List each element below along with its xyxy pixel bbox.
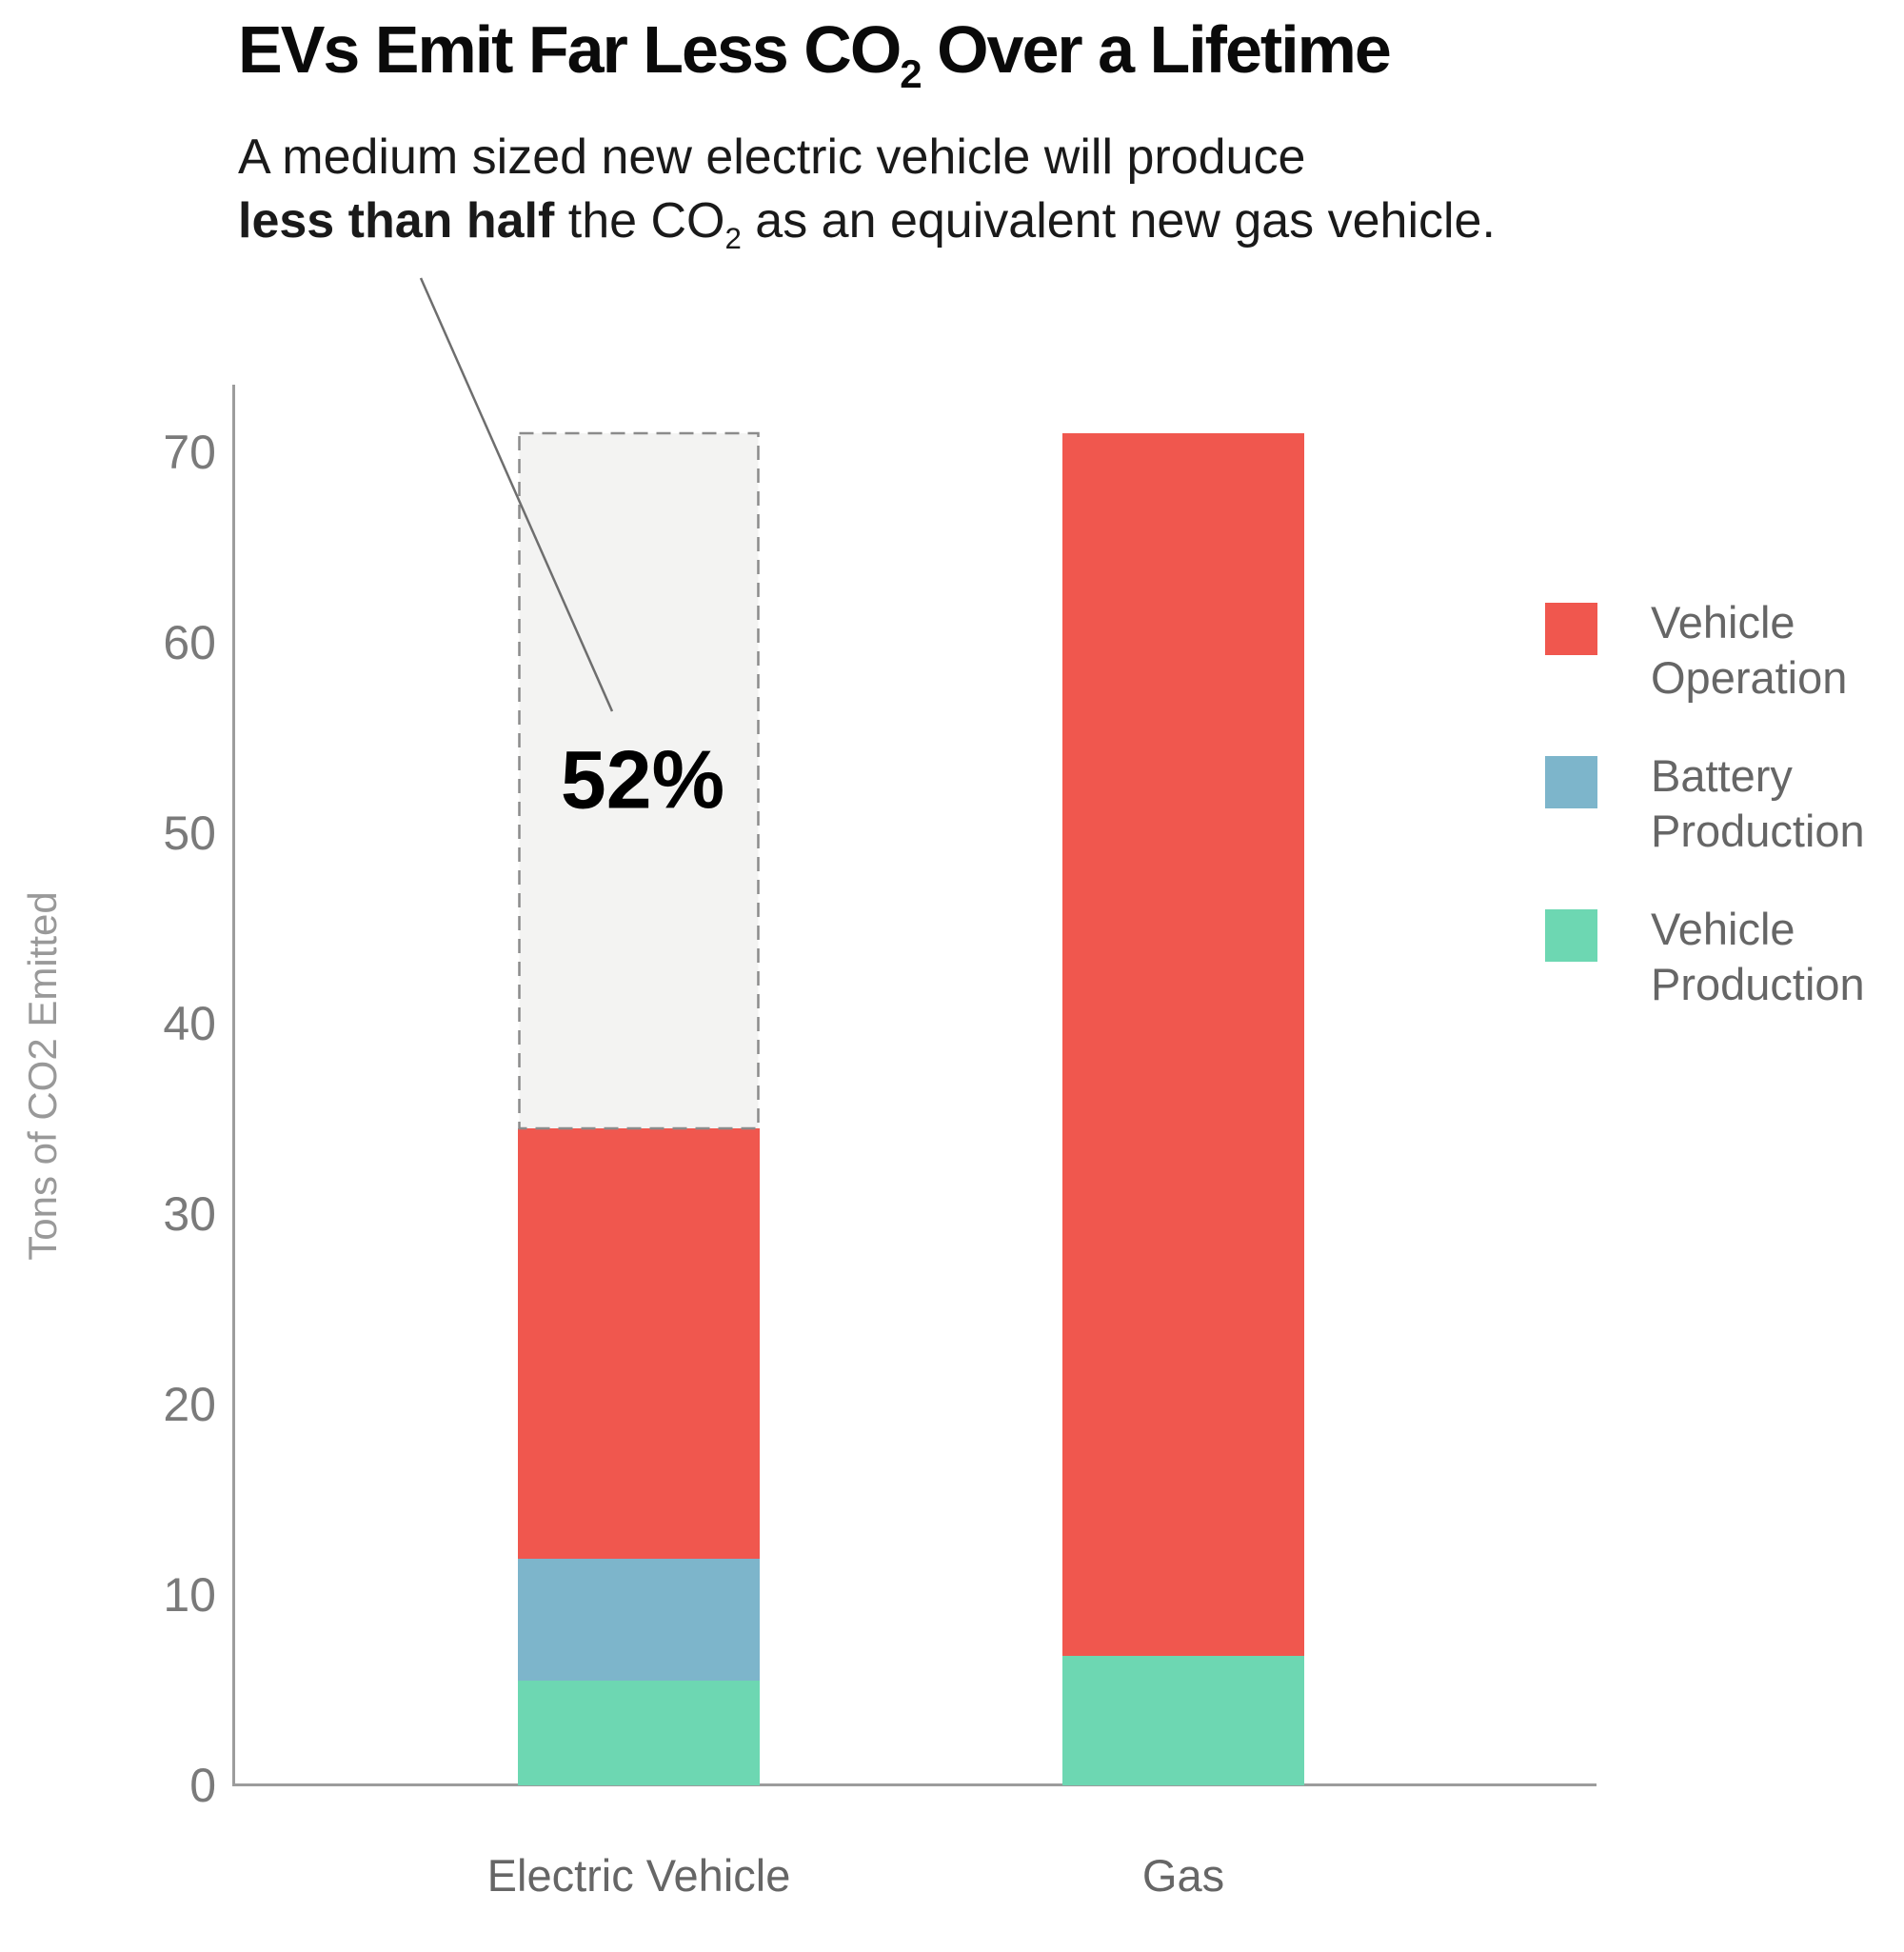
bar-segment-gas-vehicle-production	[1062, 1656, 1304, 1785]
y-tick-label-60: 60	[163, 616, 216, 669]
legend-item-vehicle-operation: Vehicle Operation	[1545, 597, 1904, 706]
y-tick-label-50: 50	[163, 807, 216, 860]
legend: Vehicle Operation Battery Production Vehic…	[1545, 597, 1904, 1012]
percent-saved-label: 52%	[560, 734, 725, 827]
title-subscript: 2	[900, 50, 922, 96]
y-tick-label-20: 20	[163, 1378, 216, 1431]
title-text-end: Over a Lifetime	[920, 12, 1392, 87]
legend-swatch-battery-production	[1545, 756, 1597, 808]
y-tick-label-40: 40	[163, 997, 216, 1050]
chart-subtitle: A medium sized new electric vehicle will…	[238, 126, 1496, 270]
subtitle-mid: the CO	[554, 193, 725, 249]
y-tick-label-30: 30	[163, 1187, 216, 1241]
legend-item-battery-production: Battery Production	[1545, 750, 1904, 859]
x-axis-label-gas: Gas	[1141, 1850, 1225, 1901]
bar-segment-electric-vehicle-vehicle-production	[518, 1681, 760, 1785]
x-axis-line	[232, 1783, 1597, 1786]
y-tick-label-0: 0	[189, 1759, 216, 1812]
title-text: EVs Emit Far Less CO	[238, 12, 902, 87]
subtitle-leader-line	[419, 277, 614, 712]
chart-title: EVs Emit Far Less CO2 Over a Lifetime	[238, 11, 1392, 97]
subtitle-subscript: 2	[724, 221, 742, 255]
legend-swatch-vehicle-operation	[1545, 603, 1597, 655]
bar-segment-electric-vehicle-battery-production	[518, 1559, 760, 1681]
legend-item-vehicle-production: Vehicle Production	[1545, 904, 1904, 1012]
x-axis-label-electric-vehicle: Electric Vehicle	[486, 1850, 791, 1901]
subtitle-end: as an equivalent new gas vehicle.	[741, 193, 1496, 249]
legend-label-vehicle-operation: Vehicle Operation	[1651, 597, 1848, 703]
legend-label-battery-production: Battery Production	[1651, 750, 1865, 856]
bar-segment-electric-vehicle-vehicle-operation	[518, 1128, 760, 1559]
y-tick-label-70: 70	[163, 426, 216, 479]
bar-segment-gas-vehicle-operation	[1062, 433, 1304, 1656]
legend-label-vehicle-production: Vehicle Production	[1651, 904, 1865, 1009]
subtitle-line1: A medium sized new electric vehicle will…	[238, 129, 1306, 185]
legend-swatch-vehicle-production	[1545, 909, 1597, 962]
y-axis-line	[232, 385, 235, 1785]
y-tick-label-10: 10	[163, 1568, 216, 1622]
subtitle-bold: less than half	[238, 193, 555, 249]
